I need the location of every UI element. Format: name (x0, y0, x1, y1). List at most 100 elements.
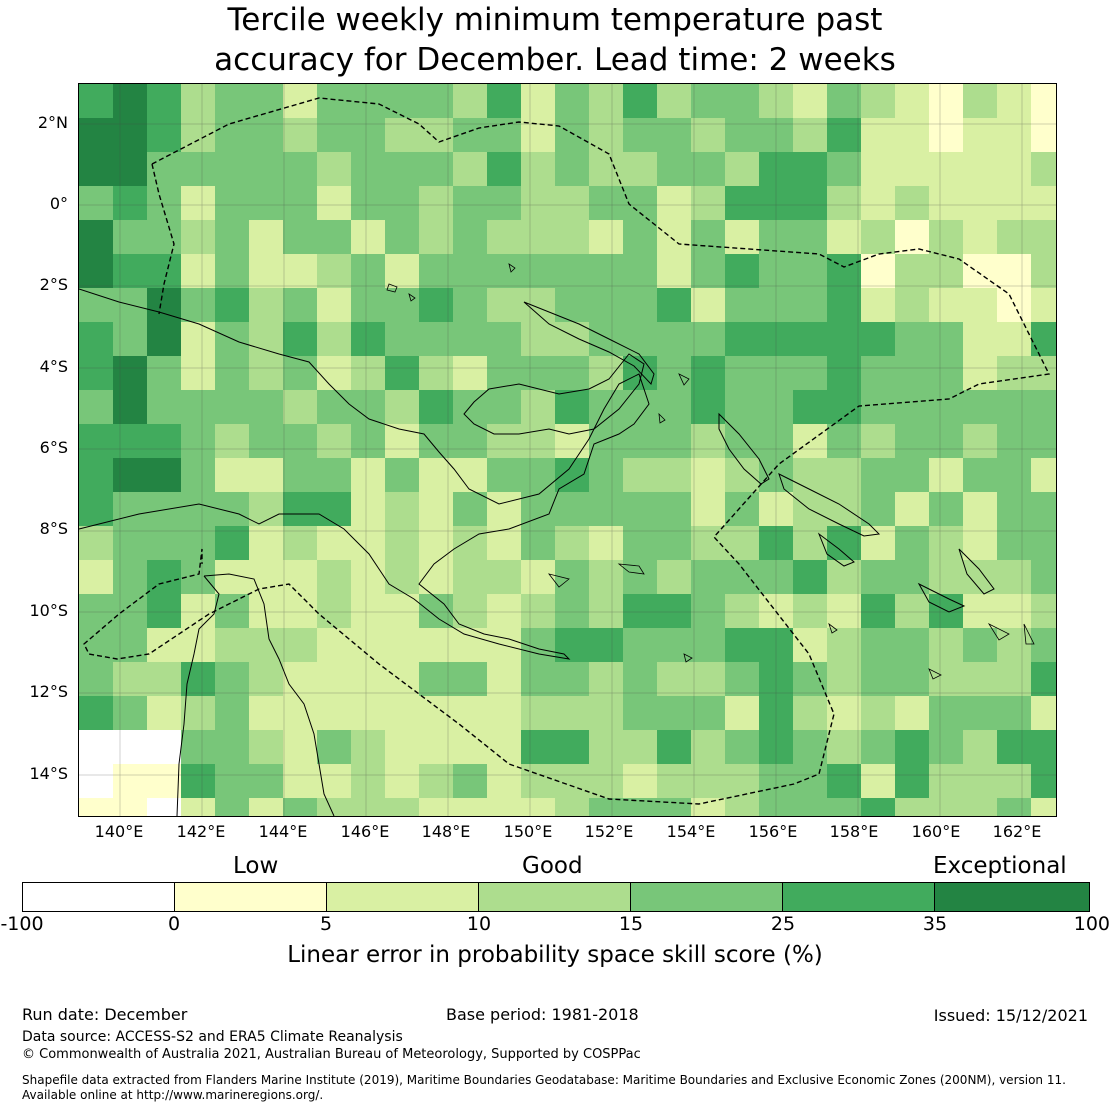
grid-cell (113, 492, 147, 526)
grid-cell (861, 458, 895, 492)
grid-cell (1031, 492, 1056, 526)
grid-cell (317, 730, 351, 764)
grid-cell (691, 696, 725, 730)
grid-cell (317, 390, 351, 424)
grid-cell (623, 254, 657, 288)
grid-cell (691, 152, 725, 186)
grid-cell (147, 798, 181, 816)
grid-cell (351, 254, 385, 288)
grid-cell (181, 798, 215, 816)
lat-label-0: 0° (49, 194, 68, 213)
title-line-2: accuracy for December. Lead time: 2 week… (214, 42, 896, 78)
grid-cell (929, 560, 963, 594)
grid-cell (895, 492, 929, 526)
grid-cell (79, 560, 113, 594)
grid-cell (929, 798, 963, 816)
grid-cell (385, 390, 419, 424)
grid-cell (385, 560, 419, 594)
grid-cell (725, 322, 759, 356)
grid-cell (555, 390, 589, 424)
grid-cell (79, 798, 113, 816)
grid-cell (113, 798, 147, 816)
grid-cell (215, 696, 249, 730)
grid-cell (725, 560, 759, 594)
grid-cell (453, 560, 487, 594)
grid-cell (181, 186, 215, 220)
grid-cell (1031, 152, 1056, 186)
grid-cell (283, 152, 317, 186)
grid-cell (521, 560, 555, 594)
grid-cell (249, 526, 283, 560)
grid-cell (283, 730, 317, 764)
grid-cell (555, 662, 589, 696)
grid-cell (521, 662, 555, 696)
grid-cell (589, 118, 623, 152)
grid-cell (283, 186, 317, 220)
grid-cell (997, 730, 1031, 764)
grid-cell (895, 424, 929, 458)
grid-cell (963, 288, 997, 322)
lat-label-4s: 4°S (39, 357, 68, 376)
grid-cell (487, 492, 521, 526)
grid-cell (725, 84, 759, 118)
grid-cell (453, 628, 487, 662)
run-date: Run date: December (22, 1005, 188, 1024)
grid-cell (419, 696, 453, 730)
grid-cell (419, 492, 453, 526)
graticule-lines (79, 84, 1056, 816)
grid-cell (963, 764, 997, 798)
grid-cell (487, 696, 521, 730)
grid-cell (997, 390, 1031, 424)
grid-cell (997, 628, 1031, 662)
grid-cell (997, 492, 1031, 526)
lon-label-160: 160°E (911, 822, 961, 841)
grid-cell (79, 322, 113, 356)
grid-cell (691, 560, 725, 594)
grid-cell (181, 458, 215, 492)
grid-cell (895, 696, 929, 730)
grid-cell (793, 254, 827, 288)
grid-cell (521, 356, 555, 390)
grid-cell (521, 492, 555, 526)
grid-cell (419, 662, 453, 696)
grid-cell (895, 288, 929, 322)
grid-cell (827, 764, 861, 798)
grid-cell (487, 662, 521, 696)
grid-cell (113, 356, 147, 390)
grid-cell (181, 254, 215, 288)
grid-cell (487, 288, 521, 322)
grid-cell (181, 492, 215, 526)
grid-cell (861, 152, 895, 186)
grid-cell (453, 424, 487, 458)
grid-cell (929, 220, 963, 254)
bougainville-coast (718, 412, 770, 485)
grid-cell (963, 560, 997, 594)
grid-cell (793, 662, 827, 696)
grid-cell (861, 526, 895, 560)
grid-cell (555, 458, 589, 492)
grid-cell (249, 288, 283, 322)
grid-cell (351, 764, 385, 798)
grid-cell (555, 84, 589, 118)
grid-cell (249, 356, 283, 390)
lat-label-6s: 6°S (39, 438, 68, 457)
grid-cell (181, 730, 215, 764)
grid-cell (589, 356, 623, 390)
grid-cell (453, 696, 487, 730)
grid-cell (351, 798, 385, 816)
grid-cell (963, 220, 997, 254)
grid-cell (215, 254, 249, 288)
grid-cell (793, 288, 827, 322)
grid-cell (79, 458, 113, 492)
grid-cell (487, 152, 521, 186)
grid-cell (147, 390, 181, 424)
grid-cell (589, 594, 623, 628)
lon-label-152: 152°E (584, 822, 634, 841)
grid-cell (419, 356, 453, 390)
grid-cell (215, 526, 249, 560)
colorbar-seg-0 (23, 883, 175, 911)
grid-cell (419, 254, 453, 288)
grid-cell (861, 220, 895, 254)
grid-cell (623, 594, 657, 628)
grid-cell (215, 662, 249, 696)
